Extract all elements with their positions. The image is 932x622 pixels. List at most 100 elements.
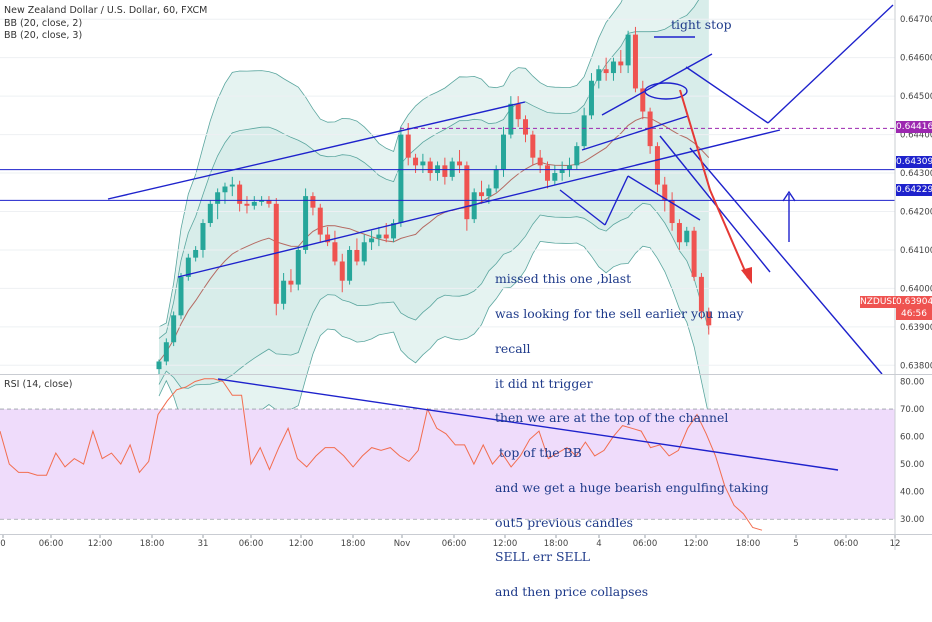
candle-body bbox=[691, 230, 697, 277]
indicator-bb-3[interactable]: BB (20, close, 3) bbox=[4, 30, 83, 41]
rsi-trendline bbox=[217, 378, 839, 471]
price-tick-label: 0.64000 bbox=[900, 284, 932, 294]
candle-body bbox=[200, 223, 206, 250]
price-tick-label: 0.64300 bbox=[900, 169, 932, 179]
drawings-layer bbox=[0, 4, 895, 375]
candle-body bbox=[471, 192, 477, 220]
up-arrow-head bbox=[782, 190, 796, 202]
note-line: and we get a huge bearish engulfing taki… bbox=[495, 479, 769, 495]
candle-body bbox=[610, 61, 616, 74]
note-line: then we are at the top of the channel bbox=[495, 410, 729, 426]
rsi-tick-label: 70.00 bbox=[900, 405, 924, 415]
indicator-bb-2[interactable]: BB (20, close, 2) bbox=[4, 18, 83, 29]
note-line: missed this one ,blast bbox=[495, 271, 632, 287]
swing-leg-5 bbox=[685, 66, 769, 124]
time-tick-label: 06:00 bbox=[239, 539, 264, 549]
rsi-line bbox=[0, 378, 763, 531]
swing-leg-6 bbox=[767, 4, 894, 124]
rsi-tick-label: 80.00 bbox=[900, 378, 924, 388]
candle-body bbox=[603, 69, 609, 74]
time-tick-label: 18:00 bbox=[341, 539, 366, 549]
candle-body bbox=[339, 261, 345, 281]
candle-body bbox=[369, 238, 375, 243]
candle-body bbox=[566, 165, 572, 170]
channel-bottom-line bbox=[177, 129, 781, 278]
swing-leg-4 bbox=[581, 115, 689, 151]
candle-body bbox=[317, 207, 323, 235]
annotation-note: missed this one ,blast was looking for t… bbox=[495, 250, 769, 621]
time-tick-label: 12:00 bbox=[684, 539, 709, 549]
time-tick-label: 5 bbox=[793, 539, 798, 549]
red-arrow-line bbox=[679, 89, 749, 279]
candle-body bbox=[229, 184, 235, 187]
candle-body bbox=[295, 249, 301, 285]
highlight-ellipse bbox=[644, 82, 688, 100]
countdown-tag: 46:56 bbox=[896, 308, 932, 320]
candle-body bbox=[559, 169, 565, 174]
candle-body bbox=[618, 61, 624, 66]
price-tag-level-1: 0.64416 bbox=[896, 121, 932, 133]
candle-body bbox=[669, 199, 675, 224]
candle-body bbox=[193, 249, 199, 258]
candle-body bbox=[332, 242, 338, 262]
candle-body bbox=[427, 161, 433, 174]
time-tick-label: 0 bbox=[0, 539, 5, 549]
price-tick-label: 0.63800 bbox=[900, 361, 932, 371]
time-tick-label: Nov bbox=[394, 539, 411, 549]
candle-body bbox=[215, 192, 221, 204]
rsi-label[interactable]: RSI (14, close) bbox=[4, 379, 73, 390]
candle-body bbox=[259, 199, 265, 202]
bb2-lower-line bbox=[158, 202, 710, 389]
chart-title: New Zealand Dollar / U.S. Dollar, 60, FX… bbox=[4, 5, 208, 16]
price-tick-label: 0.64100 bbox=[900, 246, 932, 256]
candle-body bbox=[222, 186, 228, 193]
time-tick-label: 12 bbox=[890, 539, 901, 549]
upper-trendline bbox=[601, 53, 713, 116]
rsi-tick-label: 40.00 bbox=[900, 488, 924, 498]
rsi-band-fill bbox=[0, 409, 895, 520]
candle-body bbox=[310, 196, 316, 208]
candle-body bbox=[347, 249, 353, 281]
candle-body bbox=[354, 249, 360, 262]
candle-body bbox=[508, 103, 514, 135]
price-tick-label: 0.63900 bbox=[900, 323, 932, 333]
swing-leg-3 bbox=[627, 175, 701, 221]
time-tick-label: 18:00 bbox=[544, 539, 569, 549]
candle-body bbox=[596, 69, 602, 81]
candle-body bbox=[479, 192, 485, 197]
note-line: it did nt trigger bbox=[495, 375, 593, 391]
chart-svg[interactable]: 0.64700 0.64600 0.64500 0.64400 0.64300 0.642… bbox=[0, 0, 932, 550]
candle-body bbox=[662, 184, 668, 200]
rsi-tick-label: 50.00 bbox=[900, 460, 924, 470]
swing-leg-1 bbox=[559, 189, 606, 226]
candle-body bbox=[251, 201, 257, 206]
rsi-tick-label: 30.00 bbox=[900, 515, 924, 525]
time-tick-label: 12:00 bbox=[289, 539, 314, 549]
candles-layer bbox=[156, 26, 712, 375]
bb2-fill bbox=[159, 0, 709, 389]
candle-body bbox=[640, 88, 646, 112]
bb2-upper-line bbox=[158, 0, 700, 339]
note-line: recall bbox=[495, 340, 531, 356]
price-tick-label: 0.64600 bbox=[900, 54, 932, 64]
candle-body bbox=[625, 34, 631, 66]
candle-body bbox=[523, 119, 528, 135]
chart-area[interactable]: 0.64700 0.64600 0.64500 0.64400 0.64300 0.642… bbox=[0, 0, 932, 598]
note-line: was looking for the sell earlier you may bbox=[495, 305, 744, 321]
candle-body bbox=[581, 115, 587, 147]
time-tick-label: 06:00 bbox=[633, 539, 658, 549]
time-tick-label: 18:00 bbox=[736, 539, 761, 549]
candle-body bbox=[537, 157, 543, 166]
candle-body bbox=[464, 165, 470, 220]
candle-body bbox=[325, 234, 331, 243]
candle-body bbox=[501, 134, 507, 170]
price-tick-label: 0.64700 bbox=[900, 15, 932, 25]
candle-body bbox=[706, 311, 712, 326]
candle-body bbox=[361, 242, 367, 262]
candle-body bbox=[442, 165, 448, 177]
price-tag-level-3: 0.64229 bbox=[896, 184, 932, 196]
price-tick-label: 0.64200 bbox=[900, 207, 932, 217]
bb3-upper-line bbox=[158, 0, 623, 328]
candle-body bbox=[493, 169, 499, 189]
note-line: and then price collapses bbox=[495, 584, 649, 600]
